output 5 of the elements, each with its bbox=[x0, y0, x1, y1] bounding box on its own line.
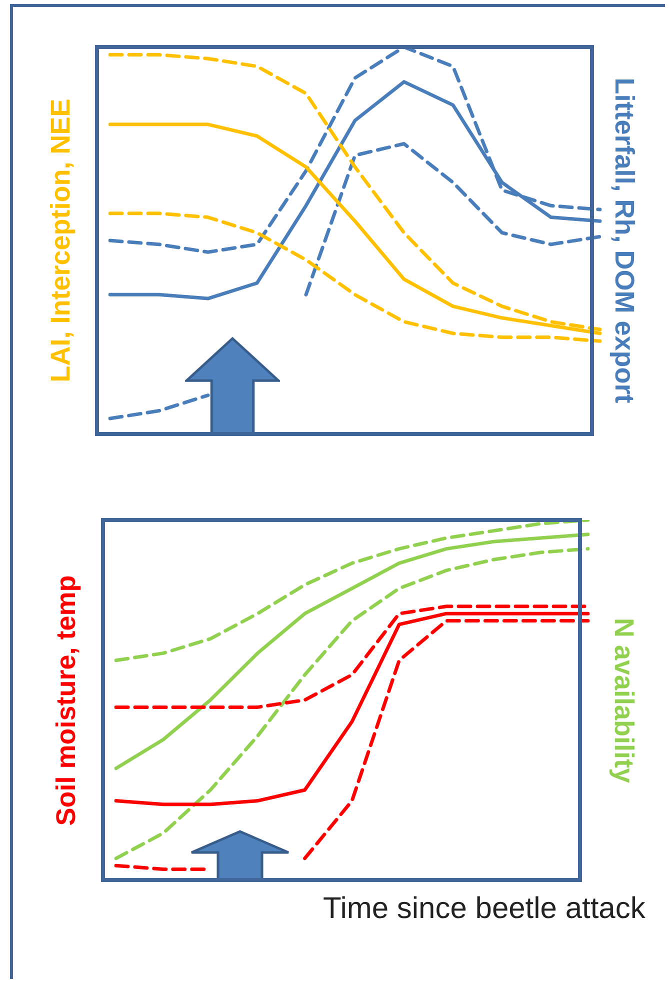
x-axis-title: Time since beetle attack bbox=[323, 892, 646, 926]
y-axis-title: LAI, Interception, NEE bbox=[44, 98, 76, 382]
y2-axis-title: N availability bbox=[608, 617, 640, 783]
y2-axis-title: Litterfall, Rh, DOM export bbox=[608, 78, 639, 404]
y-axis-title: Soil moisture, temp bbox=[50, 574, 82, 826]
